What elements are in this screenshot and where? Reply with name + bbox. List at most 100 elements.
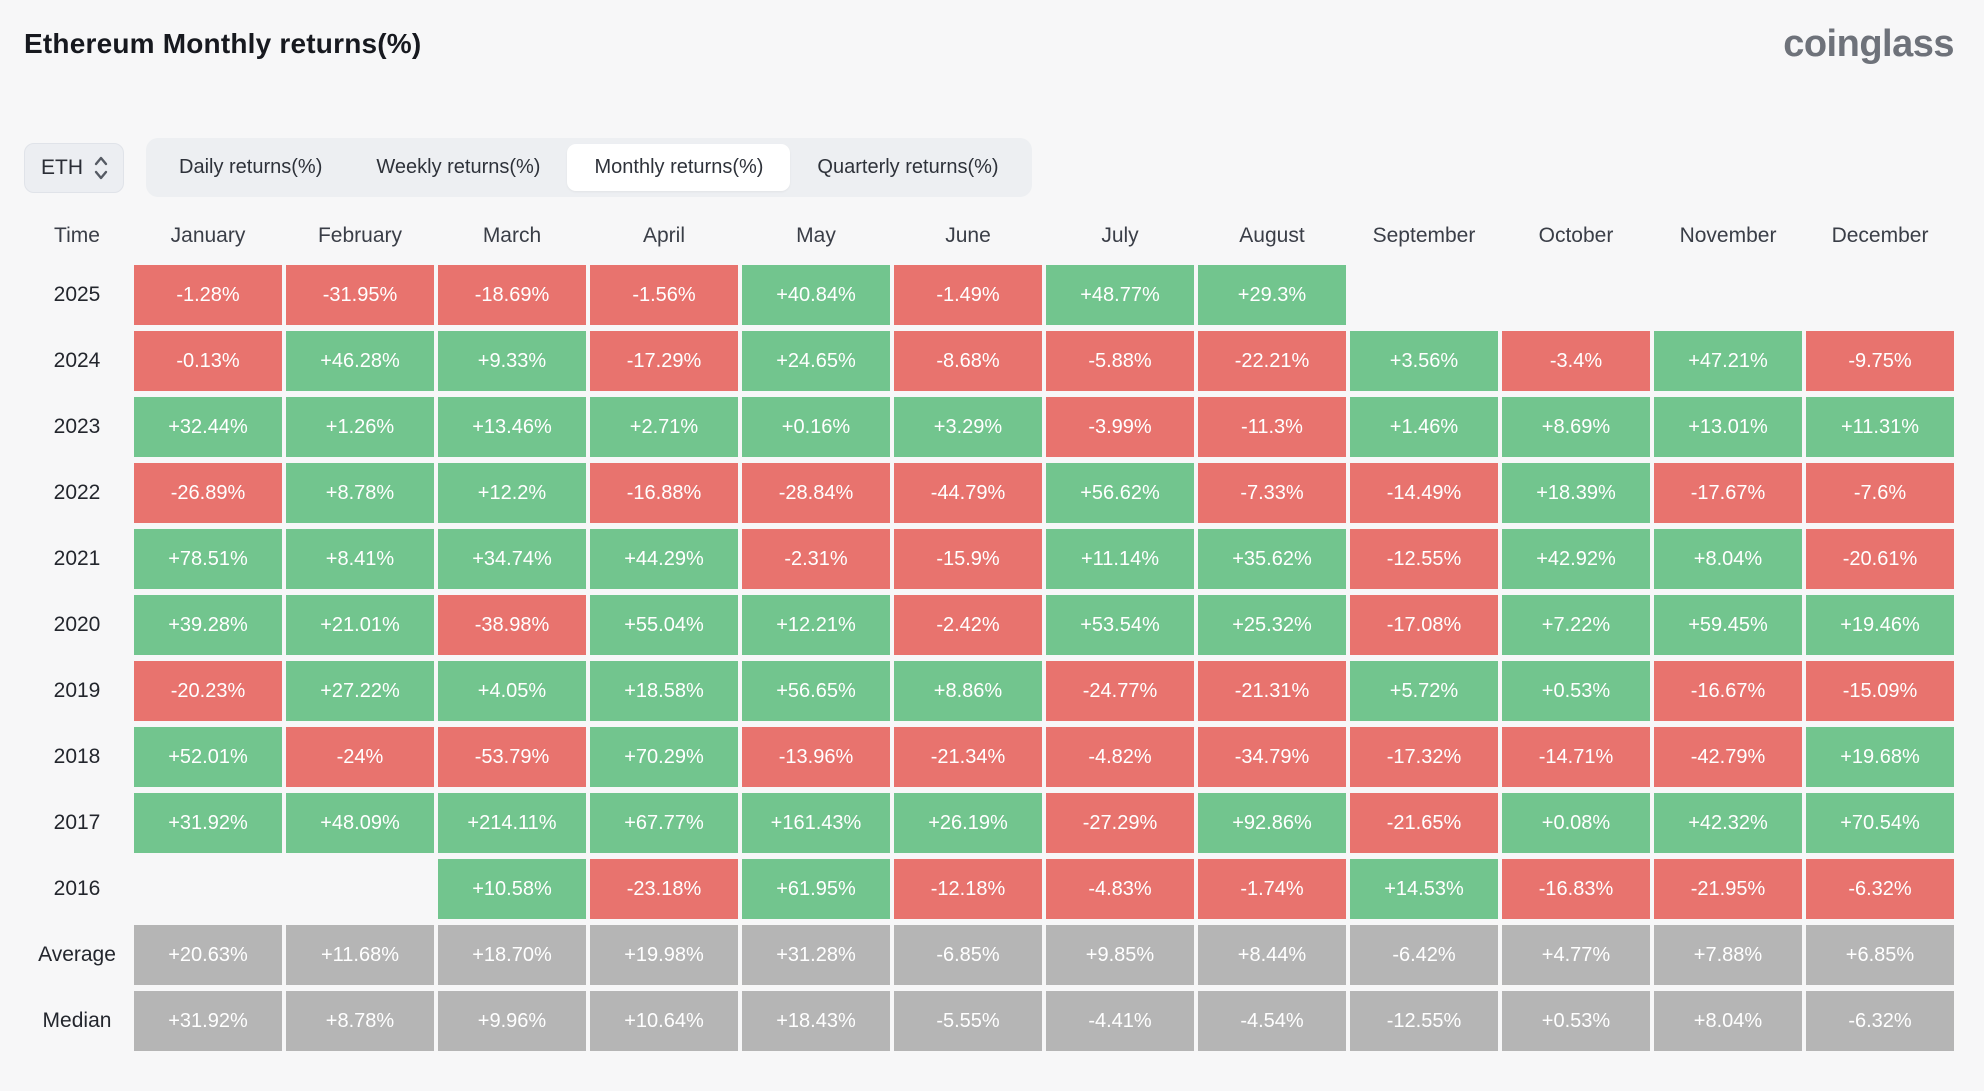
return-cell: -16.67% (1654, 661, 1802, 721)
return-cell: +8.78% (286, 991, 434, 1051)
return-cell: +56.62% (1046, 463, 1194, 523)
return-cell: -4.41% (1046, 991, 1194, 1051)
return-cell: -3.4% (1502, 331, 1650, 391)
return-cell: +78.51% (134, 529, 282, 589)
return-cell: +8.04% (1654, 991, 1802, 1051)
return-cell: -9.75% (1806, 331, 1954, 391)
return-cell: +59.45% (1654, 595, 1802, 655)
tab-weekly-returns[interactable]: Weekly returns(%) (349, 144, 567, 191)
return-cell: +11.68% (286, 925, 434, 985)
return-cell: -12.18% (894, 859, 1042, 919)
month-column-header: October (1538, 224, 1614, 247)
return-cell: +13.01% (1654, 397, 1802, 457)
return-cell: +8.44% (1198, 925, 1346, 985)
return-cell: +7.22% (1502, 595, 1650, 655)
return-cell: +3.56% (1350, 331, 1498, 391)
return-cell (1350, 265, 1498, 325)
return-cell: -28.84% (742, 463, 890, 523)
return-cell: -13.96% (742, 727, 890, 787)
month-column-header: August (1239, 224, 1305, 247)
return-cell: +24.65% (742, 331, 890, 391)
return-cell: -34.79% (1198, 727, 1346, 787)
return-cell: +18.70% (438, 925, 586, 985)
return-cell: -18.69% (438, 265, 586, 325)
return-cell: +2.71% (590, 397, 738, 457)
month-column-header: September (1372, 224, 1476, 247)
return-cell: +9.96% (438, 991, 586, 1051)
return-cell: +67.77% (590, 793, 738, 853)
return-cell: +7.88% (1654, 925, 1802, 985)
return-cell: +11.31% (1806, 397, 1954, 457)
month-column-header: December (1831, 224, 1929, 247)
row-label-2017: 2017 (53, 811, 101, 834)
tab-monthly-returns[interactable]: Monthly returns(%) (567, 144, 791, 191)
return-cell: -20.23% (134, 661, 282, 721)
symbol-select[interactable]: ETH (24, 142, 124, 193)
return-cell: -7.6% (1806, 463, 1954, 523)
return-cell: -8.68% (894, 331, 1042, 391)
return-cell: -4.82% (1046, 727, 1194, 787)
return-cell: +9.33% (438, 331, 586, 391)
return-cell: +52.01% (134, 727, 282, 787)
return-cell: -0.13% (134, 331, 282, 391)
row-label-2020: 2020 (53, 613, 101, 636)
return-cell: -21.31% (1198, 661, 1346, 721)
return-cell: +8.78% (286, 463, 434, 523)
return-cell: -20.61% (1806, 529, 1954, 589)
return-cell: -21.34% (894, 727, 1042, 787)
return-cell: +31.28% (742, 925, 890, 985)
return-cell: -17.08% (1350, 595, 1498, 655)
return-cell: -17.29% (590, 331, 738, 391)
return-cell: +44.29% (590, 529, 738, 589)
return-cell: -4.54% (1198, 991, 1346, 1051)
return-cell: +70.29% (590, 727, 738, 787)
return-cell: -1.28% (134, 265, 282, 325)
return-cell: +70.54% (1806, 793, 1954, 853)
return-cell: -23.18% (590, 859, 738, 919)
return-cell: +12.21% (742, 595, 890, 655)
month-column-header: July (1101, 224, 1139, 247)
tab-quarterly-returns[interactable]: Quarterly returns(%) (790, 144, 1025, 191)
return-cell: +18.43% (742, 991, 890, 1051)
return-cell: -17.67% (1654, 463, 1802, 523)
return-cell: +214.11% (438, 793, 586, 853)
return-cell: -24.77% (1046, 661, 1194, 721)
return-cell: +39.28% (134, 595, 282, 655)
return-cell: +40.84% (742, 265, 890, 325)
return-cell: -3.99% (1046, 397, 1194, 457)
row-label-2024: 2024 (53, 349, 101, 372)
tab-daily-returns[interactable]: Daily returns(%) (152, 144, 349, 191)
return-cell: +8.04% (1654, 529, 1802, 589)
return-cell: -17.32% (1350, 727, 1498, 787)
returns-tab-group: Daily returns(%) Weekly returns(%) Monthly… (146, 138, 1032, 197)
return-cell: -15.09% (1806, 661, 1954, 721)
month-column-header: November (1679, 224, 1777, 247)
return-cell: +29.3% (1198, 265, 1346, 325)
return-cell: +92.86% (1198, 793, 1346, 853)
return-cell: +19.46% (1806, 595, 1954, 655)
return-cell: +48.09% (286, 793, 434, 853)
return-cell: -6.32% (1806, 991, 1954, 1051)
row-label-2018: 2018 (53, 745, 101, 768)
return-cell: +11.14% (1046, 529, 1194, 589)
row-label-2016: 2016 (53, 877, 101, 900)
return-cell: -53.79% (438, 727, 586, 787)
return-cell: +21.01% (286, 595, 434, 655)
return-cell: -5.55% (894, 991, 1042, 1051)
return-cell: -21.95% (1654, 859, 1802, 919)
return-cell: +31.92% (134, 991, 282, 1051)
return-cell: -22.21% (1198, 331, 1346, 391)
return-cell: -31.95% (286, 265, 434, 325)
return-cell: +19.68% (1806, 727, 1954, 787)
return-cell (286, 859, 434, 919)
return-cell: -16.83% (1502, 859, 1650, 919)
return-cell: +46.28% (286, 331, 434, 391)
month-column-header: February (317, 224, 403, 247)
return-cell: -6.32% (1806, 859, 1954, 919)
return-cell: +47.21% (1654, 331, 1802, 391)
return-cell: +0.53% (1502, 991, 1650, 1051)
return-cell: +4.77% (1502, 925, 1650, 985)
return-cell: -1.56% (590, 265, 738, 325)
return-cell: +19.98% (590, 925, 738, 985)
row-label-2023: 2023 (53, 415, 101, 438)
